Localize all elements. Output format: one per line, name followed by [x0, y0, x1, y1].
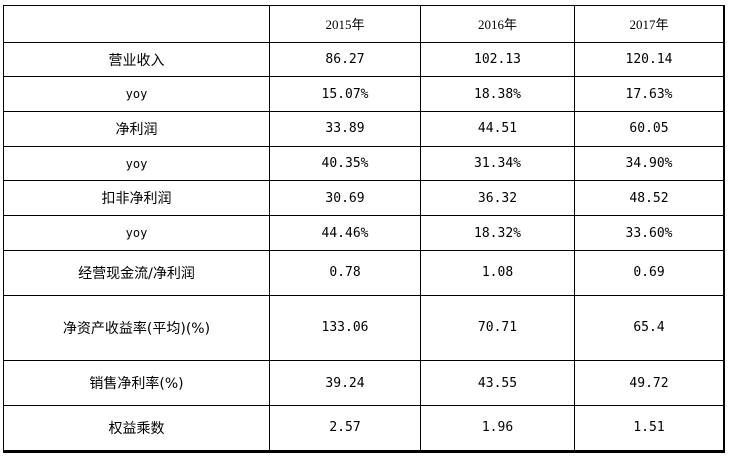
table-container: 2015年 2016年 2017年 营业收入 86.27 102.13 120.…	[3, 5, 725, 453]
table-cell: 34.90%	[574, 145, 724, 182]
row-label: 营业收入	[3, 41, 270, 78]
financial-table: 2015年 2016年 2017年 营业收入 86.27 102.13 120.…	[3, 5, 724, 452]
table-row: 扣非净利润 30.69 36.32 48.52	[3, 180, 724, 217]
table-cell: 48.52	[574, 180, 724, 217]
table-cell: 2.57	[269, 404, 421, 452]
row-label: yoy	[3, 215, 270, 251]
header-2015: 2015年	[269, 5, 421, 43]
table-cell: 102.13	[420, 41, 575, 78]
table-cell: 44.51	[420, 111, 575, 147]
table-cell: 65.4	[574, 294, 724, 362]
table-cell: 60.05	[574, 111, 724, 147]
table-cell: 44.46%	[269, 215, 421, 251]
table-cell: 18.38%	[420, 76, 575, 113]
table-cell: 15.07%	[269, 76, 421, 113]
table-cell: 1.96	[420, 404, 575, 452]
row-label: 净利润	[3, 111, 270, 147]
table-cell: 33.60%	[574, 215, 724, 251]
table-cell: 1.51	[574, 404, 724, 452]
table-cell: 30.69	[269, 180, 421, 217]
table-cell: 0.69	[574, 249, 724, 296]
header-2017: 2017年	[574, 5, 724, 43]
table-row: 销售净利率(%) 39.24 43.55 49.72	[3, 360, 724, 406]
table-cell: 120.14	[574, 41, 724, 78]
table-cell: 36.32	[420, 180, 575, 217]
row-label: 扣非净利润	[3, 180, 270, 217]
table-cell: 33.89	[269, 111, 421, 147]
row-label: 净资产收益率(平均)(%)	[3, 294, 270, 362]
row-label: 权益乘数	[3, 404, 270, 452]
table-cell: 31.34%	[420, 145, 575, 182]
table-row: yoy 44.46% 18.32% 33.60%	[3, 215, 724, 251]
table-cell: 133.06	[269, 294, 421, 362]
row-label: yoy	[3, 76, 270, 113]
corner-cell	[3, 5, 270, 43]
table-row: 净资产收益率(平均)(%) 133.06 70.71 65.4	[3, 294, 724, 362]
table-cell: 40.35%	[269, 145, 421, 182]
table-cell: 18.32%	[420, 215, 575, 251]
table-cell: 86.27	[269, 41, 421, 78]
row-label: yoy	[3, 145, 270, 182]
table-cell: 1.08	[420, 249, 575, 296]
table-cell: 43.55	[420, 360, 575, 406]
table-row: 权益乘数 2.57 1.96 1.51	[3, 404, 724, 452]
table-cell: 70.71	[420, 294, 575, 362]
row-label: 销售净利率(%)	[3, 360, 270, 406]
table-row: 营业收入 86.27 102.13 120.14	[3, 41, 724, 78]
header-row: 2015年 2016年 2017年	[3, 5, 724, 43]
table-cell: 49.72	[574, 360, 724, 406]
row-label: 经营现金流/净利润	[3, 249, 270, 296]
table-row: yoy 15.07% 18.38% 17.63%	[3, 76, 724, 113]
header-2016: 2016年	[420, 5, 575, 43]
table-row: 净利润 33.89 44.51 60.05	[3, 111, 724, 147]
table-row: yoy 40.35% 31.34% 34.90%	[3, 145, 724, 182]
table-cell: 0.78	[269, 249, 421, 296]
table-cell: 39.24	[269, 360, 421, 406]
table-row: 经营现金流/净利润 0.78 1.08 0.69	[3, 249, 724, 296]
table-cell: 17.63%	[574, 76, 724, 113]
